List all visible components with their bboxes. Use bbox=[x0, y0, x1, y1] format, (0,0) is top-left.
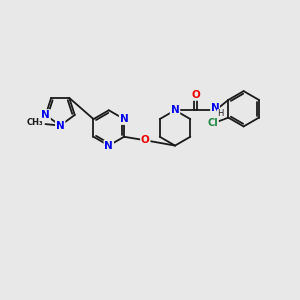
Text: O: O bbox=[141, 135, 150, 145]
Text: N: N bbox=[120, 114, 128, 124]
Text: Cl: Cl bbox=[207, 118, 218, 128]
Text: CH₃: CH₃ bbox=[26, 118, 43, 127]
Text: N: N bbox=[41, 110, 50, 120]
Text: O: O bbox=[191, 90, 200, 100]
Text: N: N bbox=[211, 103, 219, 113]
Text: N: N bbox=[171, 105, 179, 115]
Text: N: N bbox=[104, 141, 113, 151]
Text: H: H bbox=[217, 109, 224, 118]
Text: N: N bbox=[56, 121, 64, 130]
